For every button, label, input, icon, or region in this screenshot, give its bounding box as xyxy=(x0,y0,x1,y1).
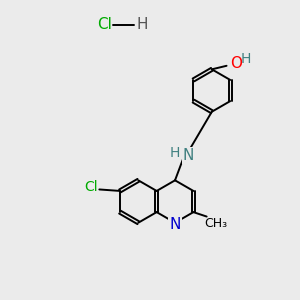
Text: N: N xyxy=(169,217,181,232)
Text: H: H xyxy=(170,146,180,160)
Text: Cl: Cl xyxy=(97,17,112,32)
Text: N: N xyxy=(183,148,194,163)
Text: O: O xyxy=(230,56,242,71)
Text: Cl: Cl xyxy=(85,180,98,194)
Text: H: H xyxy=(241,52,251,66)
Text: H: H xyxy=(137,17,148,32)
Text: CH₃: CH₃ xyxy=(204,218,227,230)
